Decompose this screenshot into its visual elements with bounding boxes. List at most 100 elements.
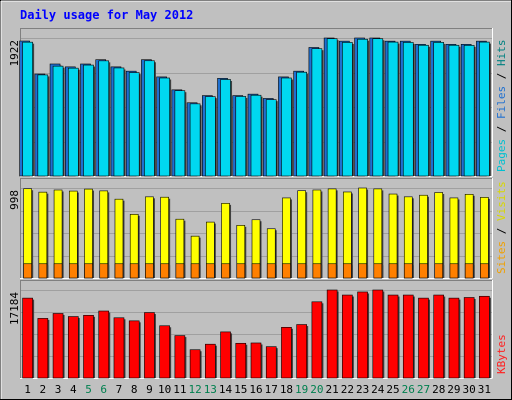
bar-kbytes	[22, 297, 33, 379]
bar-sites	[358, 263, 367, 279]
series-label: Pages / Files / Hits	[495, 40, 508, 173]
chart-title: Daily usage for May 2012	[20, 8, 193, 22]
bar-sites	[190, 263, 200, 279]
bar-sites	[236, 263, 246, 279]
series-sites	[23, 263, 490, 279]
x-tick-label: 2	[40, 383, 47, 396]
bar-pages	[113, 67, 125, 177]
x-tick-label: 1	[24, 383, 31, 396]
x-tick-label: 20	[310, 383, 323, 396]
bar-sites	[53, 263, 63, 279]
chart-panels: 1922 Pages / Files / Hits 998 Sites / Visit…	[8, 28, 508, 379]
panel-visits-sites: 998 Sites / Visits	[8, 178, 508, 279]
bar-pages	[250, 94, 262, 177]
bar-sites	[297, 263, 306, 279]
bar-kbytes	[418, 297, 429, 379]
bar-sites	[403, 263, 413, 279]
series-label-separator: /	[495, 66, 508, 86]
bar-pages	[265, 99, 277, 177]
bar-pages	[159, 77, 170, 177]
bar-sites	[175, 263, 185, 279]
bar-kbytes	[342, 294, 353, 379]
bar-kbytes	[448, 297, 460, 379]
bar-kbytes	[174, 335, 186, 379]
x-tick-label: 7	[116, 383, 123, 396]
x-tick-label: 6	[100, 383, 107, 396]
bar-pages	[37, 74, 49, 177]
x-tick-label: 28	[432, 383, 445, 396]
bar-pages	[326, 38, 338, 177]
bar-sites	[327, 263, 337, 279]
bar-pages	[402, 42, 414, 177]
bar-kbytes	[479, 295, 490, 379]
series-label: Sites / Visits	[495, 181, 508, 274]
bar-kbytes	[113, 317, 125, 379]
bar-sites	[160, 263, 169, 279]
bar-kbytes	[52, 313, 64, 379]
bar-sites	[68, 263, 78, 279]
panel-kbytes: 17184 KBytes	[8, 280, 508, 379]
series-label-sites: Sites	[495, 241, 508, 274]
bar-sites	[464, 263, 474, 279]
bar-kbytes	[128, 320, 140, 379]
y-axis-max-label: 17184	[8, 292, 21, 325]
bar-pages	[281, 77, 292, 177]
bar-kbytes	[326, 289, 338, 379]
bar-pages	[448, 44, 460, 177]
x-tick-label: 30	[463, 383, 476, 396]
bar-pages	[205, 96, 216, 177]
bar-kbytes	[220, 331, 231, 379]
bar-kbytes	[205, 343, 216, 379]
bar-pages	[220, 79, 231, 177]
bar-sites	[434, 263, 444, 279]
bar-kbytes	[387, 294, 399, 379]
bar-pages	[144, 60, 155, 177]
series-label: KBytes	[495, 334, 508, 374]
series-visits	[23, 187, 490, 279]
bar-kbytes	[159, 325, 170, 379]
bar-kbytes	[265, 346, 277, 379]
series-label-separator: /	[495, 119, 508, 139]
bar-sites	[419, 263, 428, 279]
x-tick-label: 5	[85, 383, 92, 396]
x-tick-label: 21	[326, 383, 339, 396]
x-tick-label: 16	[249, 383, 262, 396]
bar-pages	[83, 64, 94, 177]
bar-pages	[418, 44, 429, 177]
bar-sites	[23, 263, 32, 279]
bar-kbytes	[144, 312, 155, 379]
series-label-pages: Pages	[495, 139, 508, 172]
x-tick-label: 15	[234, 383, 247, 396]
bar-kbytes	[235, 342, 247, 379]
bar-kbytes	[250, 342, 262, 379]
x-tick-label: 27	[417, 383, 430, 396]
series-kbytes	[22, 289, 491, 379]
bar-sites	[145, 263, 154, 279]
x-tick-label: 25	[386, 383, 399, 396]
x-tick-label: 11	[173, 383, 186, 396]
x-tick-label: 4	[70, 383, 77, 396]
bar-pages	[22, 41, 33, 177]
bar-sites	[266, 263, 276, 279]
bar-sites	[251, 263, 261, 279]
bar-pages	[189, 103, 201, 177]
x-axis-labels: 1 2 3 4 5 6 7 8 9 10 11 12 13 14 15 16 17 18 19 20 21 22 23 24 2…	[24, 383, 491, 396]
bar-pages	[342, 42, 353, 177]
x-tick-label: 22	[341, 383, 354, 396]
bar-pages	[174, 90, 186, 177]
bar-sites	[449, 263, 459, 279]
x-tick-label: 29	[447, 383, 460, 396]
x-tick-label: 26	[402, 383, 415, 396]
bar-kbytes	[83, 315, 94, 379]
bar-kbytes	[402, 294, 414, 379]
bar-kbytes	[463, 297, 475, 379]
bar-kbytes	[311, 301, 323, 379]
x-tick-label: 10	[158, 383, 171, 396]
bar-sites	[114, 263, 124, 279]
bar-pages	[67, 67, 79, 177]
series-label-separator: /	[495, 221, 508, 241]
x-tick-label: 31	[478, 383, 491, 396]
bar-sites	[388, 263, 398, 279]
x-tick-label: 14	[219, 383, 233, 396]
